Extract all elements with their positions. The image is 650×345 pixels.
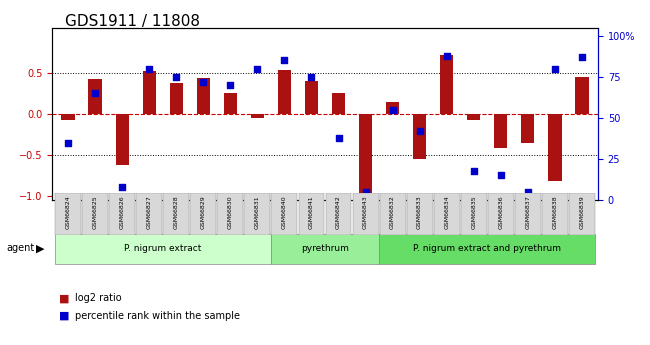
Text: GSM66842: GSM66842 <box>336 195 341 229</box>
FancyBboxPatch shape <box>217 193 243 235</box>
Bar <box>359 114 372 196</box>
FancyBboxPatch shape <box>136 193 162 235</box>
Text: P. nigrum extract and pyrethrum: P. nigrum extract and pyrethrum <box>413 244 561 253</box>
Text: pyrethrum: pyrethrum <box>301 244 349 253</box>
Text: GSM66839: GSM66839 <box>579 195 584 229</box>
Text: ■: ■ <box>58 311 69 321</box>
FancyBboxPatch shape <box>379 234 595 264</box>
Point <box>549 66 560 71</box>
FancyBboxPatch shape <box>434 193 460 235</box>
Bar <box>575 77 588 114</box>
Point <box>469 168 479 173</box>
FancyBboxPatch shape <box>109 193 135 235</box>
Text: percentile rank within the sample: percentile rank within the sample <box>75 311 240 321</box>
Bar <box>116 114 129 165</box>
Text: GSM66830: GSM66830 <box>228 195 233 229</box>
Bar <box>386 101 399 114</box>
Point <box>63 140 73 145</box>
FancyBboxPatch shape <box>163 193 189 235</box>
Bar <box>548 114 562 181</box>
Point <box>117 184 127 190</box>
Text: GSM66828: GSM66828 <box>174 195 179 229</box>
Text: GSM66824: GSM66824 <box>66 195 71 229</box>
FancyBboxPatch shape <box>55 193 81 235</box>
FancyBboxPatch shape <box>569 193 595 235</box>
Text: GSM66835: GSM66835 <box>471 195 476 229</box>
FancyBboxPatch shape <box>272 193 298 235</box>
Bar <box>467 114 480 120</box>
Text: GSM66836: GSM66836 <box>498 195 503 229</box>
Text: GSM66833: GSM66833 <box>417 195 422 229</box>
Bar <box>305 81 318 114</box>
Point <box>333 135 344 140</box>
Bar <box>142 71 156 114</box>
Text: GSM66825: GSM66825 <box>93 195 98 229</box>
FancyBboxPatch shape <box>461 193 487 235</box>
Text: GSM66840: GSM66840 <box>282 195 287 229</box>
FancyBboxPatch shape <box>352 193 378 235</box>
FancyBboxPatch shape <box>271 234 379 264</box>
FancyBboxPatch shape <box>380 193 406 235</box>
FancyBboxPatch shape <box>190 193 216 235</box>
Point <box>90 90 101 96</box>
FancyBboxPatch shape <box>488 193 514 235</box>
FancyBboxPatch shape <box>83 193 108 235</box>
Bar <box>521 114 534 142</box>
Bar <box>170 83 183 114</box>
Bar <box>88 79 102 114</box>
Bar <box>251 114 264 118</box>
Text: GSM66843: GSM66843 <box>363 195 368 229</box>
Point <box>198 79 209 85</box>
Point <box>441 53 452 58</box>
Point <box>144 66 155 71</box>
Point <box>523 189 533 195</box>
Text: GSM66841: GSM66841 <box>309 195 314 229</box>
Bar <box>440 55 454 114</box>
Point <box>577 55 587 60</box>
Text: P. nigrum extract: P. nigrum extract <box>124 244 202 253</box>
Bar <box>224 93 237 114</box>
Text: agent: agent <box>6 244 34 253</box>
FancyBboxPatch shape <box>407 193 433 235</box>
Point <box>387 107 398 112</box>
Text: GSM66831: GSM66831 <box>255 195 260 229</box>
Point <box>252 66 263 71</box>
Text: ■: ■ <box>58 294 69 303</box>
Text: ▶: ▶ <box>36 244 44 253</box>
Bar <box>196 78 210 114</box>
Text: log2 ratio: log2 ratio <box>75 294 122 303</box>
Bar <box>413 114 426 159</box>
Bar <box>332 93 345 114</box>
Bar <box>278 70 291 114</box>
Bar <box>62 114 75 120</box>
Text: GDS1911 / 11808: GDS1911 / 11808 <box>65 14 200 29</box>
Text: GSM66834: GSM66834 <box>444 195 449 229</box>
Point <box>225 82 235 88</box>
FancyBboxPatch shape <box>298 193 324 235</box>
Text: GSM66826: GSM66826 <box>120 195 125 229</box>
Point <box>495 173 506 178</box>
Point <box>171 74 181 80</box>
FancyBboxPatch shape <box>55 234 271 264</box>
Point <box>360 189 370 195</box>
Point <box>415 128 425 134</box>
Text: GSM66827: GSM66827 <box>147 195 152 229</box>
Text: GSM66838: GSM66838 <box>552 195 557 229</box>
FancyBboxPatch shape <box>515 193 541 235</box>
Text: GSM66837: GSM66837 <box>525 195 530 229</box>
Point <box>306 74 317 80</box>
Text: GSM66829: GSM66829 <box>201 195 206 229</box>
FancyBboxPatch shape <box>326 193 352 235</box>
FancyBboxPatch shape <box>244 193 270 235</box>
Point <box>280 58 290 63</box>
FancyBboxPatch shape <box>542 193 567 235</box>
Text: GSM66832: GSM66832 <box>390 195 395 229</box>
Bar <box>494 114 508 148</box>
